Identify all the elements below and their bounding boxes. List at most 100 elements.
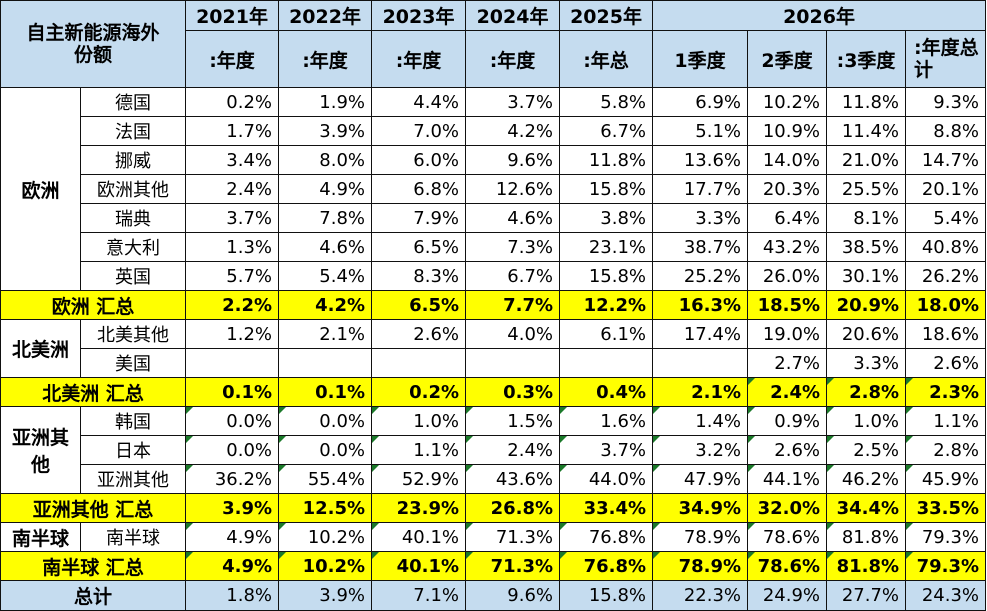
table-row: 法国 1.7% 3.9% 7.0% 4.2% 6.7% 5.1% 10.9% 11.4% 8.8%: [1, 116, 987, 146]
value-cell: 18.6%: [905, 319, 987, 349]
value-cell: 23.1%: [559, 232, 654, 262]
year-header: 2026年: [652, 0, 987, 31]
value-cell: 52.9%: [371, 464, 467, 494]
subtotal-cell: 2.2%: [185, 290, 280, 320]
value-cell: 1.6%: [559, 406, 654, 436]
value-cell: 5.4%: [278, 261, 373, 291]
period-header: :年度: [185, 30, 280, 88]
period-header: :年总: [559, 30, 654, 88]
value-cell: 8.8%: [905, 116, 987, 146]
value-cell: 17.7%: [652, 174, 749, 204]
subtotal-cell: 23.9%: [371, 493, 467, 523]
country-label: 南半球: [79, 522, 187, 552]
value-cell: 43.2%: [747, 232, 828, 262]
value-cell: 4.9%: [185, 522, 280, 552]
value-cell: 40.8%: [905, 232, 987, 262]
value-cell: 14.7%: [905, 145, 987, 175]
total-cell: 9.6%: [465, 580, 561, 611]
value-cell: 8.1%: [826, 203, 907, 233]
value-cell: 7.8%: [278, 203, 373, 233]
period-header: :年度: [278, 30, 373, 88]
subtotal-cell: 6.5%: [371, 290, 467, 320]
grand-total-row: 总计 1.8% 3.9% 7.1% 9.6% 15.8% 22.3% 24.9%…: [0, 580, 987, 611]
table-row: 意大利 1.3% 4.6% 6.5% 7.3% 23.1% 38.7% 43.2% 38.5% 4…: [1, 232, 987, 262]
table-row: 挪威 3.4% 8.0% 6.0% 9.6% 11.8% 13.6% 14.0% 21.0% 14…: [1, 145, 987, 175]
subtotal-cell: 10.2%: [278, 551, 373, 581]
subtotal-cell: 26.8%: [465, 493, 561, 523]
period-header: 1季度: [652, 30, 749, 88]
value-cell: 3.7%: [185, 203, 280, 233]
value-cell: 17.4%: [652, 319, 749, 349]
value-cell: 9.3%: [905, 87, 987, 117]
subtotal-cell: 33.5%: [905, 493, 987, 523]
value-cell: 78.6%: [747, 522, 828, 552]
value-cell: 13.6%: [652, 145, 749, 175]
subtotal-cell: 0.1%: [185, 377, 280, 407]
subtotal-cell: 2.1%: [652, 377, 749, 407]
value-cell: 9.6%: [465, 145, 561, 175]
country-label: 英国: [79, 261, 187, 291]
period-header: :年度: [465, 30, 561, 88]
value-cell: 3.3%: [652, 203, 749, 233]
subtotal-label: 欧洲 汇总: [0, 290, 187, 320]
value-cell: 11.4%: [826, 116, 907, 146]
table-row: 美国 2.7% 3.3% 2.6%: [1, 348, 987, 378]
value-cell: 2.6%: [371, 319, 467, 349]
subtotal-row: 北美洲 汇总 0.1% 0.1% 0.2% 0.3% 0.4% 2.1% 2.4% 2.8% 2.…: [0, 377, 987, 407]
subtotal-cell: 33.4%: [559, 493, 654, 523]
value-cell: 0.9%: [747, 406, 828, 436]
value-cell: 3.8%: [559, 203, 654, 233]
subtotal-cell: 34.9%: [652, 493, 749, 523]
value-cell: 25.2%: [652, 261, 749, 291]
subtotal-cell: 7.7%: [465, 290, 561, 320]
value-cell: 2.7%: [747, 348, 828, 378]
country-label: 瑞典: [79, 203, 187, 233]
country-label: 日本: [79, 435, 187, 465]
value-cell: 4.2%: [465, 116, 561, 146]
subtotal-cell: 12.5%: [278, 493, 373, 523]
value-cell: 3.9%: [278, 116, 373, 146]
value-cell: 6.7%: [559, 116, 654, 146]
subtotal-cell: 78.9%: [652, 551, 749, 581]
value-cell: 10.2%: [278, 522, 373, 552]
value-cell: 21.0%: [826, 145, 907, 175]
value-cell: 7.0%: [371, 116, 467, 146]
subtotal-cell: 4.9%: [185, 551, 280, 581]
value-cell: 0.0%: [185, 406, 280, 436]
year-header: 2025年: [559, 0, 654, 31]
region-label: 南半球: [0, 522, 81, 552]
country-label: 德国: [79, 87, 187, 117]
north-america-section: 北美洲 北美其他 1.2% 2.1% 2.6% 4.0% 6.1% 17.4% 19.0% 20.…: [0, 319, 987, 407]
year-header: 2022年: [278, 0, 373, 31]
subtotal-cell: 2.3%: [905, 377, 987, 407]
value-cell: 26.2%: [905, 261, 987, 291]
subtotal-cell: 16.3%: [652, 290, 749, 320]
total-cell: 3.9%: [278, 580, 373, 611]
value-cell: 44.1%: [747, 464, 828, 494]
value-cell: 1.1%: [905, 406, 987, 436]
subtotal-cell: 12.2%: [559, 290, 654, 320]
value-cell: 1.1%: [371, 435, 467, 465]
value-cell: 40.1%: [371, 522, 467, 552]
europe-section: 欧洲 德国 0.2% 1.9% 4.4% 3.7% 5.8% 6.9% 10.2% 11.8% 9.…: [0, 87, 987, 320]
value-cell: 1.4%: [652, 406, 749, 436]
value-cell: 10.2%: [747, 87, 828, 117]
country-label: 法国: [79, 116, 187, 146]
subtotal-cell: 40.1%: [371, 551, 467, 581]
total-cell: 24.3%: [905, 580, 987, 611]
value-cell: 2.6%: [747, 435, 828, 465]
value-cell: 8.0%: [278, 145, 373, 175]
subtotal-label: 北美洲 汇总: [0, 377, 187, 407]
value-cell: 20.3%: [747, 174, 828, 204]
value-cell: 11.8%: [826, 87, 907, 117]
value-cell: 5.7%: [185, 261, 280, 291]
region-label: 亚洲其他: [0, 406, 81, 494]
subtotal-cell: 0.3%: [465, 377, 561, 407]
subtotal-cell: 3.9%: [185, 493, 280, 523]
value-cell: 4.4%: [371, 87, 467, 117]
value-cell: 2.5%: [826, 435, 907, 465]
value-cell: 1.0%: [371, 406, 467, 436]
corner-header: 自主新能源海外份额: [0, 0, 187, 88]
table-row: 瑞典 3.7% 7.8% 7.9% 4.6% 3.8% 3.3% 6.4% 8.1% 5.4%: [1, 203, 987, 233]
